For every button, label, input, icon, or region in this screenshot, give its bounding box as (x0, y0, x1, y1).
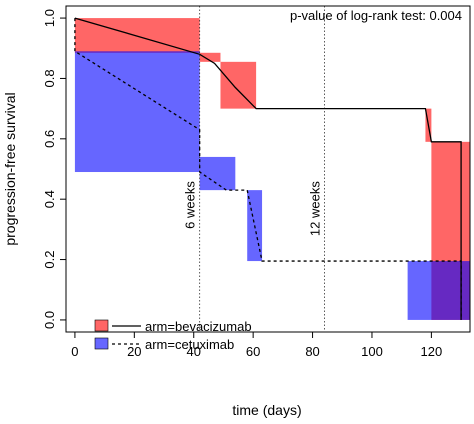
reference-line-label: 6 weeks (183, 181, 198, 229)
x-tick-label: 0 (71, 344, 78, 359)
legend-label: arm=bevacizumab (145, 319, 252, 334)
x-axis-label: time (days) (232, 402, 301, 418)
x-tick-label: 80 (305, 344, 319, 359)
y-axis: 0.0 0.2 0.4 0.6 0.8 1.0 (42, 9, 67, 329)
y-axis-label: progression-free survival (2, 92, 18, 245)
legend-swatch-0 (94, 319, 109, 332)
y-tick-label: 0.4 (42, 190, 57, 208)
x-tick-label: 100 (361, 344, 383, 359)
series-line-0 (74, 17, 462, 320)
x-axis: 0 20 40 60 80 100 120 (71, 331, 443, 359)
survival-curves (74, 17, 462, 320)
y-tick-label: 0.8 (42, 69, 57, 87)
x-tick-label: 40 (187, 344, 201, 359)
legend: arm=bevacizumab arm=cetuximab (94, 319, 252, 352)
y-tick-label: 0.0 (42, 311, 57, 329)
reference-line-label: 12 weeks (307, 181, 322, 236)
pvalue-annotation: p-value of log-rank test: 0.004 (290, 8, 462, 23)
legend-label: arm=cetuximab (145, 337, 234, 352)
ci-band-s0-1 (199, 52, 221, 62)
y-tick-label: 1.0 (42, 9, 57, 27)
series-line-1 (74, 18, 462, 320)
y-tick-label: 0.6 (42, 130, 57, 148)
x-tick-label: 120 (421, 344, 443, 359)
confidence-bands (74, 18, 470, 320)
legend-swatch-1 (94, 337, 109, 350)
ci-band-s1-1 (199, 156, 236, 191)
ci-band-s1-3 (407, 261, 470, 320)
y-tick-label: 0.2 (42, 251, 57, 269)
x-tick-label: 20 (127, 344, 141, 359)
x-tick-label: 60 (246, 344, 260, 359)
ci-band-s0-2 (220, 61, 257, 109)
ci-band-s1-0 (74, 51, 200, 173)
reference-lines: 6 weeks 12 weeks (183, 6, 325, 332)
